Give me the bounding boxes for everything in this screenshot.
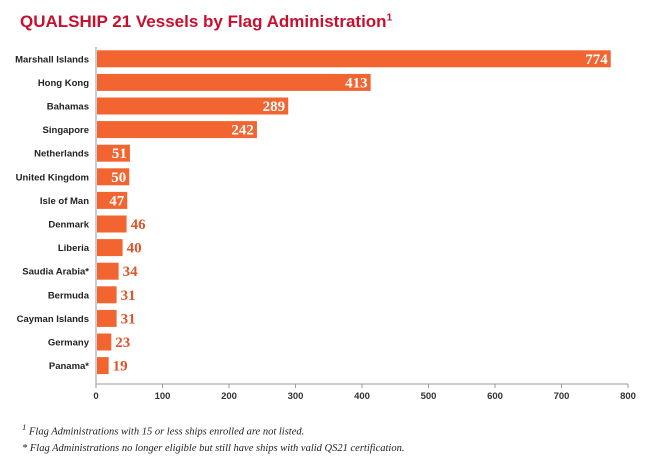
- footnote-2: * Flag Administrations no longer eligibl…: [22, 442, 405, 454]
- bar: [97, 262, 119, 280]
- category-label: Netherlands: [34, 149, 89, 160]
- value-label: 47: [109, 193, 125, 209]
- value-label: 50: [111, 170, 126, 186]
- bar: [97, 168, 130, 186]
- x-tick-label: 600: [487, 391, 503, 402]
- category-label: Denmark: [48, 220, 89, 231]
- value-label: 51: [112, 146, 127, 162]
- footnote-1-mark: 1: [22, 422, 27, 432]
- x-tick-label: 200: [221, 391, 237, 402]
- bar: [97, 357, 109, 375]
- value-label: 46: [131, 217, 147, 233]
- x-tick-label: 300: [288, 391, 304, 402]
- category-label: Panama*: [49, 361, 89, 372]
- bar: [97, 191, 128, 209]
- category-label: Isle of Man: [40, 196, 89, 207]
- bar: [97, 309, 117, 327]
- value-label: 31: [121, 288, 136, 304]
- x-tick-label: 400: [354, 391, 370, 402]
- bar: [97, 121, 257, 139]
- category-label: Bermuda: [48, 290, 90, 301]
- bar: [97, 50, 611, 68]
- bar: [97, 239, 123, 257]
- category-label: Liberia: [58, 243, 90, 254]
- value-label: 774: [585, 52, 608, 68]
- x-tick-label: 100: [155, 391, 171, 402]
- chart-title-text: QUALSHIP 21 Vessels by Flag Administrati…: [20, 12, 387, 31]
- value-label: 31: [121, 311, 136, 327]
- x-tick-label: 700: [554, 391, 570, 402]
- footnotes: 1 Flag Administrations with 15 or less s…: [22, 419, 404, 457]
- value-label: 40: [127, 241, 142, 257]
- footnote-1-text: Flag Administrations with 15 or less shi…: [26, 426, 305, 438]
- category-label: United Kingdom: [16, 172, 89, 183]
- value-label: 34: [123, 264, 139, 280]
- value-label: 413: [345, 75, 368, 91]
- category-label: Cayman Islands: [17, 314, 89, 325]
- value-label: 289: [263, 99, 286, 115]
- value-label: 19: [113, 359, 128, 375]
- category-label: Hong Kong: [38, 78, 89, 89]
- bar: [97, 215, 127, 233]
- footnote-1: 1 Flag Administrations with 15 or less s…: [22, 419, 404, 441]
- x-tick-label: 0: [93, 391, 98, 402]
- bar: [97, 286, 117, 304]
- value-label: 242: [231, 123, 254, 139]
- bar: [97, 97, 289, 115]
- x-tick-label: 800: [620, 391, 636, 402]
- x-tick-label: 500: [421, 391, 437, 402]
- category-label: Bahamas: [47, 102, 89, 113]
- bar: [97, 144, 130, 162]
- bar: [97, 73, 371, 91]
- category-label: Marshall Islands: [15, 54, 89, 65]
- category-label: Singapore: [43, 125, 89, 136]
- category-label: Saudia Arabia*: [22, 267, 89, 278]
- category-label: Germany: [48, 338, 90, 349]
- value-label: 23: [115, 335, 130, 351]
- chart-title: QUALSHIP 21 Vessels by Flag Administrati…: [20, 12, 392, 32]
- bar: [97, 333, 112, 351]
- title-footnote-mark: 1: [386, 12, 393, 24]
